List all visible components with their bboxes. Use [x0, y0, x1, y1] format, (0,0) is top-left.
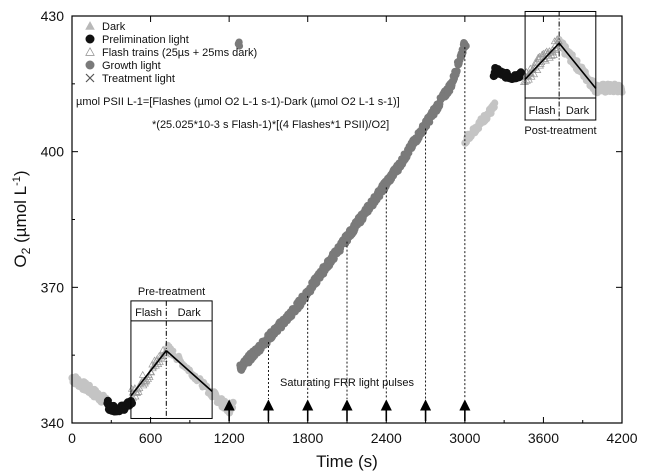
- legend-label: Dark: [102, 21, 126, 33]
- flash-label: Flash: [529, 105, 556, 117]
- data-point: [85, 21, 95, 30]
- data-point: [533, 66, 542, 74]
- y-title-part-2: 2: [19, 247, 33, 254]
- x-tick-label: 2400: [371, 430, 402, 446]
- x-tick-label: 0: [68, 430, 76, 446]
- data-point: [131, 392, 140, 400]
- y-title-part-o: O: [11, 254, 30, 267]
- legend-label: Treatment light: [102, 73, 175, 85]
- legend-marker: [85, 34, 95, 44]
- data-point: [552, 45, 561, 53]
- data-point: [133, 389, 142, 396]
- legend-marker: [85, 60, 95, 70]
- flash-label: Flash: [135, 307, 162, 319]
- data-point: [128, 399, 136, 408]
- y-axis-title: O2 (µmol L-1): [11, 170, 33, 267]
- dark-label: Dark: [566, 105, 590, 117]
- fit-line-3: [558, 42, 597, 89]
- data-point: [453, 67, 461, 75]
- data-point: [491, 99, 499, 107]
- legend-item: Treatment light: [85, 73, 175, 85]
- x-tick-label: 600: [139, 430, 163, 446]
- data-point: [138, 377, 146, 385]
- data-point: [85, 47, 95, 56]
- y-tick-label: 340: [41, 415, 65, 431]
- data-point: [142, 376, 151, 384]
- x-tick-label: 4200: [606, 430, 637, 446]
- y-title-part-exp: -1: [11, 176, 23, 186]
- data-point: [170, 347, 177, 354]
- box-title: Pre-treatment: [138, 286, 205, 298]
- data-point: [229, 398, 237, 406]
- data-point: [462, 42, 470, 50]
- legend-label: Flash trains (25µs + 25ms dark): [102, 47, 257, 59]
- x-tick-label: 3000: [449, 430, 480, 446]
- data-point: [527, 69, 535, 77]
- prelimination-series-post: [489, 64, 525, 83]
- data-point: [134, 387, 143, 395]
- x-axis-title: Time (s): [316, 452, 378, 471]
- x-tick-label: 3600: [528, 430, 559, 446]
- fit-line-0: [130, 350, 167, 397]
- prelimination-series: [103, 396, 136, 416]
- data-point: [145, 373, 154, 381]
- data-point: [235, 42, 244, 50]
- annotation-box-post: Flash Dark Post-treatment: [524, 10, 597, 137]
- y-tick-label: 370: [41, 279, 65, 295]
- box-title: Post-treatment: [524, 125, 596, 137]
- data-point: [554, 44, 562, 51]
- dark-series-end: [555, 36, 626, 97]
- x-tick-label: 1800: [292, 430, 323, 446]
- box-outline: [524, 10, 597, 121]
- legend-label: Growth light: [102, 60, 161, 72]
- y-title-part-close: ): [11, 170, 30, 176]
- data-point: [160, 355, 168, 362]
- legend-label: Prelimination light: [102, 34, 189, 46]
- dark-label: Dark: [178, 307, 202, 319]
- x-tick-label: 1200: [214, 430, 245, 446]
- legend-item: Growth light: [85, 60, 161, 72]
- fit-line-1: [165, 350, 213, 392]
- y-title-part-unit: (µmol L: [11, 186, 30, 248]
- growth-light-series: [234, 38, 470, 374]
- annotation-box-pre: Flash Dark Pre-treatment: [130, 286, 213, 419]
- legend-item: Prelimination light: [85, 34, 189, 46]
- box-outline: [130, 300, 213, 419]
- flash-train-series: [127, 35, 563, 402]
- pulse-markers: Saturating FRR light pulses: [223, 47, 471, 421]
- pulse-label: Saturating FRR light pulses: [280, 377, 414, 389]
- fit-line-2: [524, 42, 560, 80]
- data-point: [548, 51, 556, 59]
- data-point: [144, 375, 153, 382]
- data-point: [162, 350, 171, 358]
- data-point: [539, 49, 548, 57]
- data-point: [550, 51, 558, 58]
- legend-marker: [85, 73, 95, 83]
- legend-item: Flash trains (25µs + 25ms dark): [85, 47, 257, 59]
- data-point: [138, 370, 147, 378]
- data-point: [540, 55, 549, 62]
- data-point: [530, 70, 539, 78]
- y-tick-label: 400: [41, 144, 65, 160]
- dark-series-top: [461, 99, 499, 147]
- data-point: [527, 72, 536, 80]
- annotation-layer: Flash Dark Pre-treatment Flash Dark Post-trea…: [130, 10, 597, 421]
- equation-line-2: *(25.025*10-3 s Flash-1)*[(4 Flashes*1 P…: [152, 119, 389, 131]
- tick-layer: 0 600 1200 1800 2400 3000 3600 4200 340 370 400 430: [41, 8, 638, 446]
- legend-item: Dark: [85, 21, 126, 33]
- data-point: [516, 68, 525, 77]
- y-tick-label: 430: [41, 8, 65, 24]
- data-point: [535, 55, 543, 63]
- data-point: [533, 57, 541, 65]
- equation-line-1: µmol PSII L-1=[Flashes (µmol O2 L-1 s-1)…: [76, 96, 400, 108]
- data-point: [139, 381, 148, 389]
